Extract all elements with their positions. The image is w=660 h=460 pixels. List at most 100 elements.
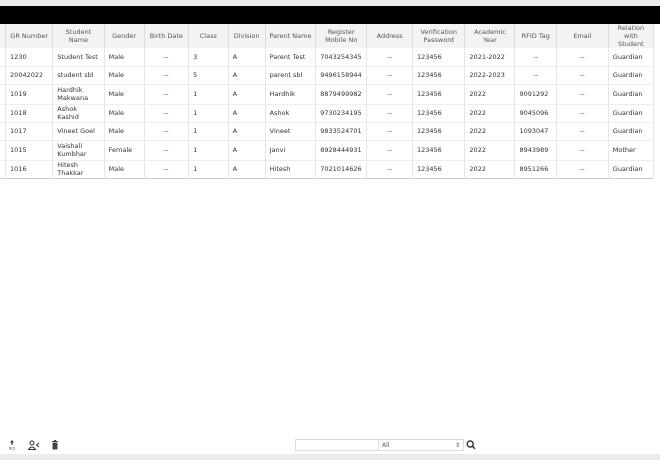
table-cell bbox=[0, 48, 7, 66]
table-cell: 123456 bbox=[412, 104, 466, 122]
table-cell: 20042022 bbox=[5, 66, 54, 84]
table-cell: -- bbox=[366, 122, 413, 140]
table-header: GR Number Student Name Gender Birth Date Cla… bbox=[0, 24, 655, 48]
table-cell: 5 bbox=[188, 66, 229, 84]
column-header[interactable]: GR Number bbox=[5, 24, 54, 48]
table-cell: -- bbox=[144, 160, 190, 178]
table-cell: -- bbox=[556, 122, 609, 140]
table-cell: A bbox=[228, 48, 266, 66]
table-cell: -- bbox=[144, 84, 190, 104]
table-cell: Guardian bbox=[608, 122, 655, 140]
table-cell: 1230 bbox=[5, 48, 54, 66]
table-cell: -- bbox=[514, 48, 557, 66]
bottom-bar bbox=[0, 454, 660, 460]
table-cell: 1093047 bbox=[514, 122, 557, 140]
table-cell: -- bbox=[556, 160, 609, 178]
table-cell: 1 bbox=[188, 84, 229, 104]
search-input[interactable] bbox=[295, 439, 379, 451]
column-header[interactable]: Relation with Student bbox=[608, 24, 655, 48]
column-header[interactable]: Division bbox=[228, 24, 266, 48]
table-cell: Mother bbox=[608, 140, 655, 160]
table-cell: Hardhik bbox=[265, 84, 317, 104]
table-row[interactable]: 1016 Hitesh Thakkar Male -- 1 A Hitesh 70210146… bbox=[0, 160, 655, 178]
table-cell: 123456 bbox=[412, 122, 466, 140]
column-header[interactable]: Register Mobile No bbox=[315, 24, 368, 48]
table-cell: Ashok Kashid bbox=[52, 104, 105, 122]
table-cell: 2021-2022 bbox=[464, 48, 516, 66]
table-cell: 2022 bbox=[464, 160, 516, 178]
column-header[interactable]: Email bbox=[556, 24, 609, 48]
svg-text:XLS: XLS bbox=[9, 447, 16, 451]
table-row[interactable]: 1018 Ashok Kashid Male -- 1 A Ashok 9730234195-… bbox=[0, 104, 655, 122]
column-header[interactable] bbox=[0, 24, 7, 48]
table-cell: 1018 bbox=[5, 104, 54, 122]
table-cell: -- bbox=[144, 66, 190, 84]
filter-selected: All bbox=[382, 442, 390, 449]
table-cell: 123456 bbox=[412, 160, 466, 178]
filter-select[interactable]: All ⇕ bbox=[378, 439, 464, 451]
table-cell: Guardian bbox=[608, 84, 655, 104]
table-cell: -- bbox=[366, 160, 413, 178]
column-header[interactable]: Birth Date bbox=[144, 24, 190, 48]
table-cell: 1 bbox=[188, 104, 229, 122]
table-cell: 9833524701 bbox=[315, 122, 368, 140]
select-arrows-icon: ⇕ bbox=[454, 442, 460, 449]
table-cell: 2022-2023 bbox=[464, 66, 516, 84]
table-cell: Male bbox=[104, 104, 145, 122]
table-cell: 1015 bbox=[5, 140, 54, 160]
trash-icon[interactable] bbox=[50, 440, 60, 450]
column-header[interactable]: RFID Tag bbox=[514, 24, 557, 48]
table-cell: -- bbox=[366, 84, 413, 104]
table-cell: 2022 bbox=[464, 104, 516, 122]
table-row[interactable]: 1015 Vaishali Kumbhar Female -- 1 A Janvi 89284… bbox=[0, 140, 655, 160]
table-cell: -- bbox=[556, 104, 609, 122]
table-cell: 2022 bbox=[464, 140, 516, 160]
table-cell: Male bbox=[104, 122, 145, 140]
table-row[interactable]: 1017 Vineet Goel Male -- 1 A Vineet 9833524701-… bbox=[0, 122, 655, 140]
table-cell: -- bbox=[556, 84, 609, 104]
table-cell: 8951266 bbox=[514, 160, 557, 178]
table-cell: Vineet bbox=[265, 122, 317, 140]
table-cell: 1019 bbox=[5, 84, 54, 104]
column-header[interactable]: Verification Password bbox=[412, 24, 466, 48]
column-header[interactable]: Parent Name bbox=[265, 24, 317, 48]
table-cell bbox=[0, 122, 7, 140]
table-cell: -- bbox=[366, 104, 413, 122]
table-cell: 9730234195 bbox=[315, 104, 368, 122]
table-cell bbox=[0, 104, 7, 122]
column-header[interactable]: Class bbox=[188, 24, 229, 48]
column-header[interactable]: Address bbox=[366, 24, 413, 48]
table-cell: Student Test bbox=[52, 48, 105, 66]
table-cell: Male bbox=[104, 84, 145, 104]
table-cell: Guardian bbox=[608, 66, 655, 84]
table-cell: Hitesh bbox=[265, 160, 317, 178]
table-cell: 123456 bbox=[412, 140, 466, 160]
table-footer: XLS All ⇕ bbox=[0, 437, 660, 453]
top-bar bbox=[0, 0, 660, 6]
column-header[interactable]: Student Name bbox=[52, 24, 105, 48]
table-cell: 8928444931 bbox=[315, 140, 368, 160]
table-cell: -- bbox=[144, 104, 190, 122]
export-xls-icon[interactable]: XLS bbox=[7, 440, 17, 451]
column-header[interactable]: Academic Year bbox=[464, 24, 516, 48]
table-cell: A bbox=[228, 84, 266, 104]
table-cell: -- bbox=[366, 140, 413, 160]
table-cell: 2022 bbox=[464, 122, 516, 140]
table-cell bbox=[0, 66, 7, 84]
table-cell bbox=[0, 84, 7, 104]
table-cell: Hitesh Thakkar bbox=[52, 160, 105, 178]
column-header[interactable]: Gender bbox=[104, 24, 145, 48]
table-cell: -- bbox=[144, 140, 190, 160]
table-cell: -- bbox=[366, 48, 413, 66]
table-cell: A bbox=[228, 140, 266, 160]
user-share-icon[interactable] bbox=[27, 440, 40, 450]
table-cell: 9496158944 bbox=[315, 66, 368, 84]
table-cell: 123456 bbox=[412, 48, 466, 66]
table-cell: Vineet Goel bbox=[52, 122, 105, 140]
table-cell: Guardian bbox=[608, 104, 655, 122]
table-row[interactable]: 1230 Student Test Male -- 3 A Parent Test 70432… bbox=[0, 48, 655, 66]
search-button[interactable] bbox=[466, 439, 476, 451]
table-row[interactable]: 1019 Hardhik Makwana Male -- 1 A Hardhik 887949… bbox=[0, 84, 655, 104]
table-cell: 2022 bbox=[464, 84, 516, 104]
